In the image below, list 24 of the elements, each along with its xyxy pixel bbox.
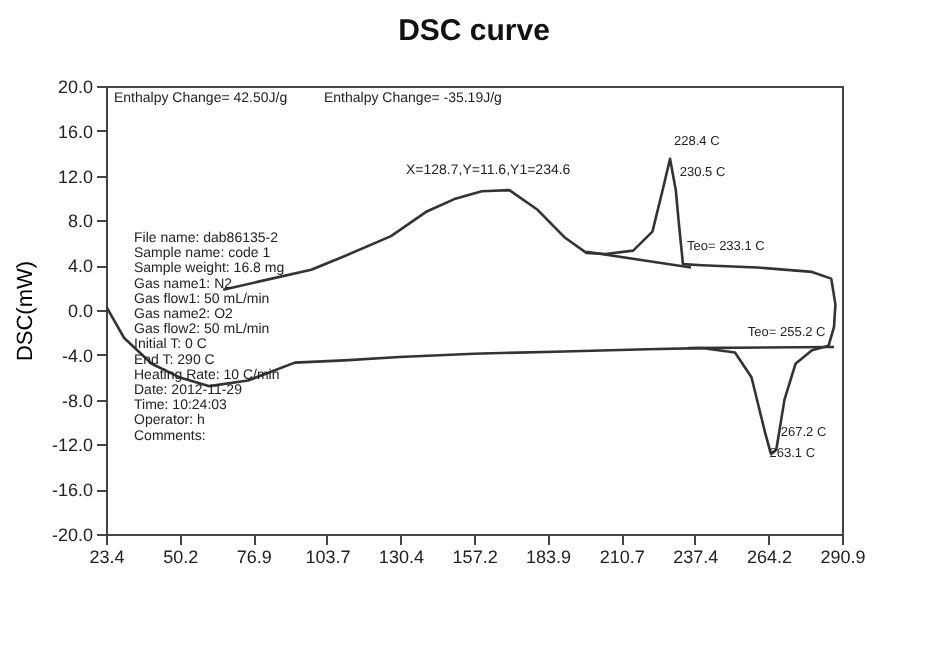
x-tick-label: 76.9 bbox=[236, 547, 272, 567]
y-tick-label: 20.0 bbox=[57, 77, 93, 97]
x-tick-label: 50.2 bbox=[163, 547, 199, 567]
y-tick-label: -12.0 bbox=[51, 435, 93, 456]
x-tick-label: 290.9 bbox=[820, 547, 866, 567]
y-axis-title: DSC(mW) bbox=[13, 260, 38, 362]
x-tick-label: 103.7 bbox=[305, 547, 351, 567]
chart-title: DSC curve bbox=[398, 14, 550, 48]
y-tick-label: 8.0 bbox=[67, 211, 93, 232]
x-tick-label: 157.2 bbox=[452, 547, 498, 567]
x-tick-label: 264.2 bbox=[747, 547, 793, 567]
x-tick-label: 210.7 bbox=[599, 547, 645, 567]
x-tick-label: 130.4 bbox=[378, 547, 424, 567]
y-tick-label: -8.0 bbox=[61, 390, 93, 411]
y-tick-label: -16.0 bbox=[51, 480, 93, 501]
y-tick-label: 4.0 bbox=[67, 256, 93, 277]
x-tick-label: 183.9 bbox=[526, 547, 572, 567]
x-tick-label: 23.4 bbox=[89, 547, 125, 567]
y-tick-label: -20.0 bbox=[51, 525, 93, 545]
y-tick-label: 16.0 bbox=[57, 121, 93, 142]
y-tick-label: -4.0 bbox=[61, 345, 93, 366]
x-tick-label: 237.4 bbox=[673, 547, 719, 567]
y-tick-label: 0.0 bbox=[67, 301, 93, 321]
y-tick-label: 12.0 bbox=[57, 166, 93, 187]
